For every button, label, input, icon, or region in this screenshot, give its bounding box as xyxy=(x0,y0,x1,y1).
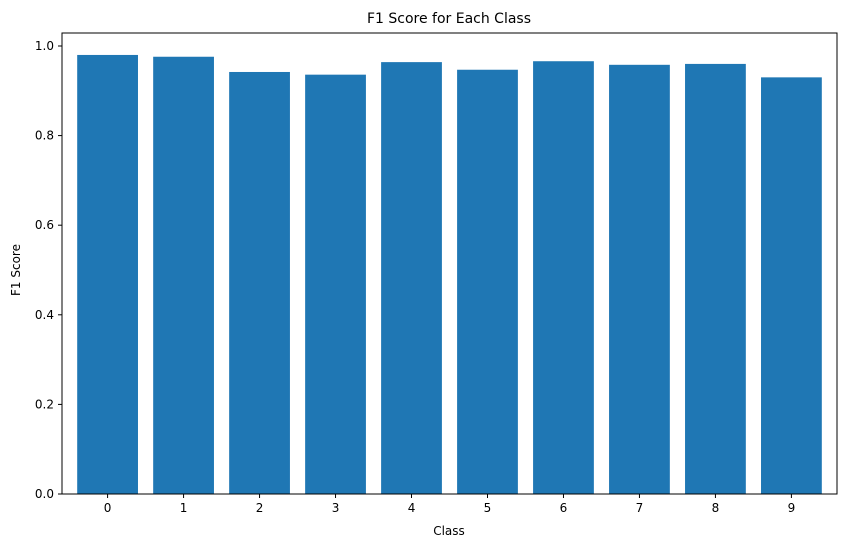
x-tick-label: 4 xyxy=(408,501,416,515)
x-tick-label: 5 xyxy=(484,501,492,515)
bar-class-5 xyxy=(457,69,518,495)
y-tick-label: 0.8 xyxy=(35,129,54,143)
y-axis-ticks: 0.0 0.2 0.4 0.6 0.8 1.0 xyxy=(35,39,62,501)
bar-class-1 xyxy=(153,56,214,494)
y-tick-label: 0.2 xyxy=(35,397,54,411)
bar-class-3 xyxy=(305,74,366,494)
x-tick-label: 6 xyxy=(560,501,568,515)
y-tick-label: 0.0 xyxy=(35,487,54,501)
x-tick-label: 0 xyxy=(104,501,112,515)
bar-class-6 xyxy=(533,61,594,495)
x-tick-label: 1 xyxy=(180,501,188,515)
bar-class-2 xyxy=(229,71,290,494)
x-tick-label: 2 xyxy=(256,501,264,515)
y-tick-label: 0.4 xyxy=(35,308,54,322)
bar-class-7 xyxy=(609,64,670,494)
bar-class-8 xyxy=(685,63,746,494)
x-tick-label: 3 xyxy=(332,501,340,515)
y-axis-title: F1 Score xyxy=(9,244,23,296)
y-tick-label: 0.6 xyxy=(35,218,54,232)
chart-title: F1 Score for Each Class xyxy=(367,11,531,27)
x-axis-title: Class xyxy=(433,524,465,538)
x-tick-label: 8 xyxy=(712,501,720,515)
x-axis-ticks: 0 1 2 3 4 5 6 7 8 9 xyxy=(104,494,795,515)
x-tick-label: 7 xyxy=(636,501,644,515)
plot-area-frame xyxy=(61,32,838,495)
bar-class-0 xyxy=(77,54,138,494)
bar-class-4 xyxy=(381,62,442,494)
x-tick-label: 9 xyxy=(788,501,796,515)
bars-group xyxy=(77,54,822,495)
bar-class-9 xyxy=(761,77,822,494)
y-tick-label: 1.0 xyxy=(35,39,54,53)
